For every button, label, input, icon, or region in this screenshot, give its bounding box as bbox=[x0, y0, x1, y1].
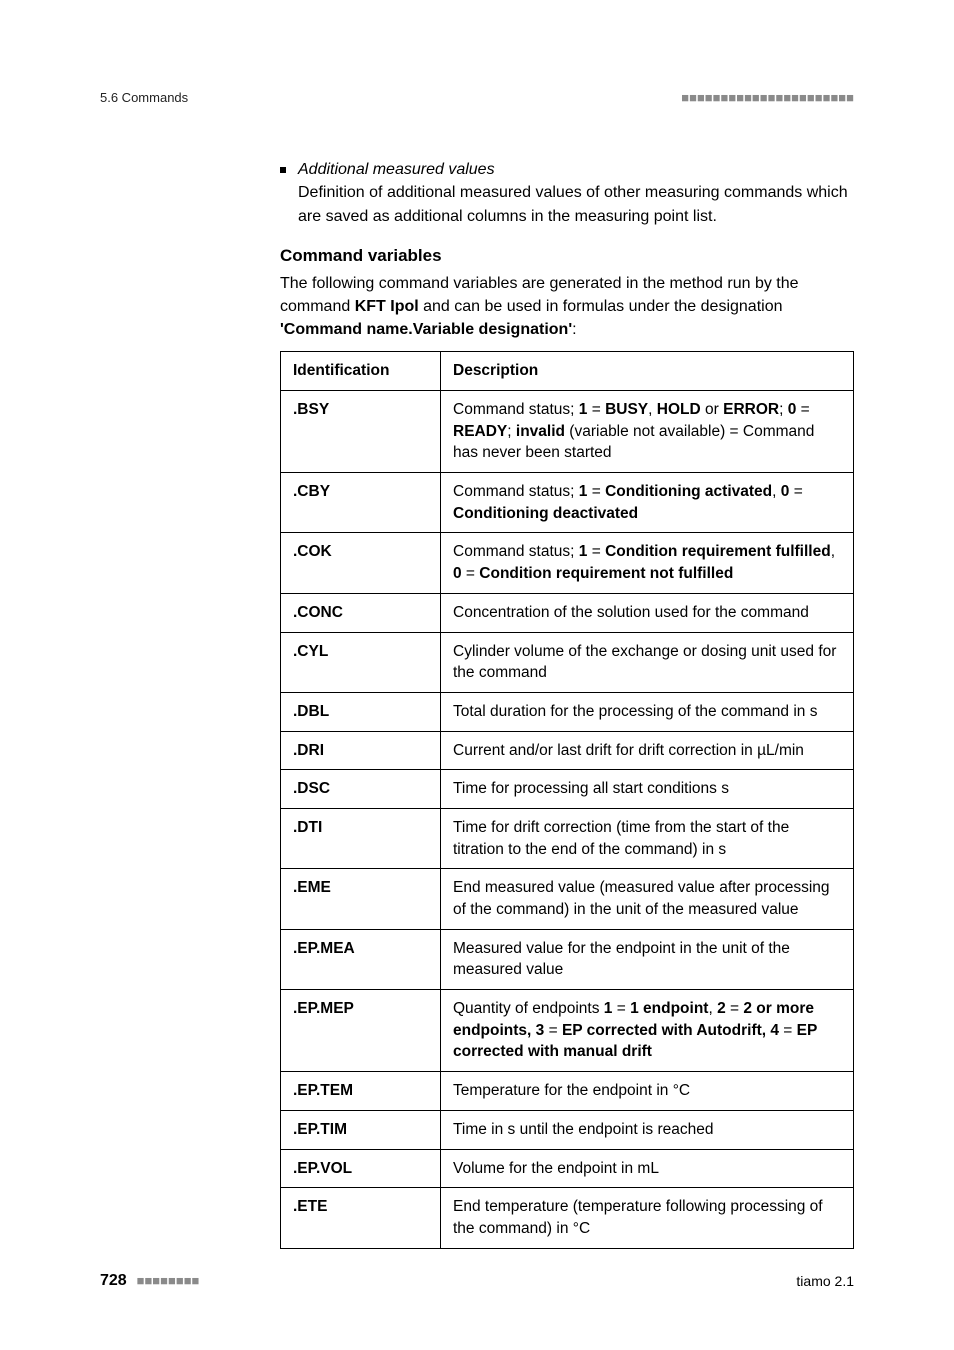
table-cell-desc: Current and/or last drift for drift corr… bbox=[441, 731, 854, 770]
table-row: .EP.MEPQuantity of endpoints 1 = 1 endpo… bbox=[281, 990, 854, 1072]
table-row: .ETEEnd temperature (temperature followi… bbox=[281, 1188, 854, 1248]
table-header-row: Identification Description bbox=[281, 352, 854, 391]
table-row: .DRICurrent and/or last drift for drift … bbox=[281, 731, 854, 770]
table-cell-id: .DRI bbox=[281, 731, 441, 770]
table-cell-desc: Command status; 1 = Conditioning activat… bbox=[441, 473, 854, 533]
table-cell-desc: End measured value (measured value after… bbox=[441, 869, 854, 929]
table-cell-desc: Command status; 1 = BUSY, HOLD or ERROR;… bbox=[441, 391, 854, 473]
table-cell-desc: Temperature for the endpoint in °C bbox=[441, 1072, 854, 1111]
footer-page-number: 728 bbox=[100, 1272, 127, 1289]
table-body: .BSYCommand status; 1 = BUSY, HOLD or ER… bbox=[281, 391, 854, 1249]
table-cell-desc: Cylinder volume of the exchange or dosin… bbox=[441, 632, 854, 692]
table-cell-id: .CBY bbox=[281, 473, 441, 533]
table-header-id: Identification bbox=[281, 352, 441, 391]
table-cell-desc: Command status; 1 = Condition requiremen… bbox=[441, 533, 854, 593]
table-cell-id: .CYL bbox=[281, 632, 441, 692]
table-cell-desc: Concentration of the solution used for t… bbox=[441, 593, 854, 632]
table-cell-id: .EP.VOL bbox=[281, 1149, 441, 1188]
section-intro-cmd: KFT Ipol bbox=[355, 298, 419, 315]
table-cell-id: .EP.TIM bbox=[281, 1110, 441, 1149]
table-cell-desc: Total duration for the processing of the… bbox=[441, 692, 854, 731]
table-row: .CYLCylinder volume of the exchange or d… bbox=[281, 632, 854, 692]
table-row: .BSYCommand status; 1 = BUSY, HOLD or ER… bbox=[281, 391, 854, 473]
table-row: .EP.VOLVolume for the endpoint in mL bbox=[281, 1149, 854, 1188]
table-cell-id: .EME bbox=[281, 869, 441, 929]
page-header: 5.6 Commands ■■■■■■■■■■■■■■■■■■■■■■ bbox=[100, 90, 854, 105]
footer-dashes: ■■■■■■■■ bbox=[137, 1273, 200, 1288]
table-cell-id: .DTI bbox=[281, 808, 441, 868]
table-row: .EP.MEAMeasured value for the endpoint i… bbox=[281, 929, 854, 989]
table-row: .CBYCommand status; 1 = Conditioning act… bbox=[281, 473, 854, 533]
table-header-desc: Description bbox=[441, 352, 854, 391]
square-bullet-icon bbox=[280, 167, 286, 173]
table-cell-id: .DSC bbox=[281, 770, 441, 809]
bullet-body: Definition of additional measured values… bbox=[298, 181, 854, 227]
table-cell-desc: Time for drift correction (time from the… bbox=[441, 808, 854, 868]
section-intro-mid: and can be used in formulas under the de… bbox=[419, 298, 783, 315]
table-row: .DTITime for drift correction (time from… bbox=[281, 808, 854, 868]
table-cell-id: .COK bbox=[281, 533, 441, 593]
bullet-row: Additional measured values bbox=[280, 159, 854, 181]
bullet-block: Additional measured values Definition of… bbox=[280, 159, 854, 228]
bullet-title: Additional measured values bbox=[298, 159, 495, 181]
table-cell-id: .DBL bbox=[281, 692, 441, 731]
table-cell-desc: Quantity of endpoints 1 = 1 endpoint, 2 … bbox=[441, 990, 854, 1072]
table-cell-id: .CONC bbox=[281, 593, 441, 632]
table-row: .DBLTotal duration for the processing of… bbox=[281, 692, 854, 731]
content-area: Additional measured values Definition of… bbox=[280, 159, 854, 1249]
footer-product: tiamo 2.1 bbox=[796, 1273, 854, 1289]
header-dashes: ■■■■■■■■■■■■■■■■■■■■■■ bbox=[681, 90, 854, 105]
command-variables-table: Identification Description .BSYCommand s… bbox=[280, 351, 854, 1248]
table-cell-id: .EP.MEP bbox=[281, 990, 441, 1072]
table-row: .DSCTime for processing all start condit… bbox=[281, 770, 854, 809]
section-title: Command variables bbox=[280, 246, 854, 266]
table-cell-desc: End temperature (temperature following p… bbox=[441, 1188, 854, 1248]
table-cell-desc: Time in s until the endpoint is reached bbox=[441, 1110, 854, 1149]
section-intro-pattern: 'Command name.Variable designation' bbox=[280, 321, 572, 338]
section-intro: The following command variables are gene… bbox=[280, 272, 854, 342]
table-row: .EP.TEMTemperature for the endpoint in °… bbox=[281, 1072, 854, 1111]
table-cell-id: .EP.TEM bbox=[281, 1072, 441, 1111]
header-section-ref: 5.6 Commands bbox=[100, 90, 188, 105]
section-intro-post: : bbox=[572, 321, 576, 338]
table-row: .CONCConcentration of the solution used … bbox=[281, 593, 854, 632]
page: 5.6 Commands ■■■■■■■■■■■■■■■■■■■■■■ Addi… bbox=[0, 0, 954, 1350]
table-row: .COKCommand status; 1 = Condition requir… bbox=[281, 533, 854, 593]
table-cell-desc: Measured value for the endpoint in the u… bbox=[441, 929, 854, 989]
table-cell-desc: Time for processing all start conditions… bbox=[441, 770, 854, 809]
page-footer: 728 ■■■■■■■■ tiamo 2.1 bbox=[100, 1272, 854, 1290]
table-cell-id: .EP.MEA bbox=[281, 929, 441, 989]
footer-left: 728 ■■■■■■■■ bbox=[100, 1272, 199, 1290]
table-row: .EP.TIMTime in s until the endpoint is r… bbox=[281, 1110, 854, 1149]
table-cell-id: .BSY bbox=[281, 391, 441, 473]
table-cell-desc: Volume for the endpoint in mL bbox=[441, 1149, 854, 1188]
table-row: .EMEEnd measured value (measured value a… bbox=[281, 869, 854, 929]
table-cell-id: .ETE bbox=[281, 1188, 441, 1248]
